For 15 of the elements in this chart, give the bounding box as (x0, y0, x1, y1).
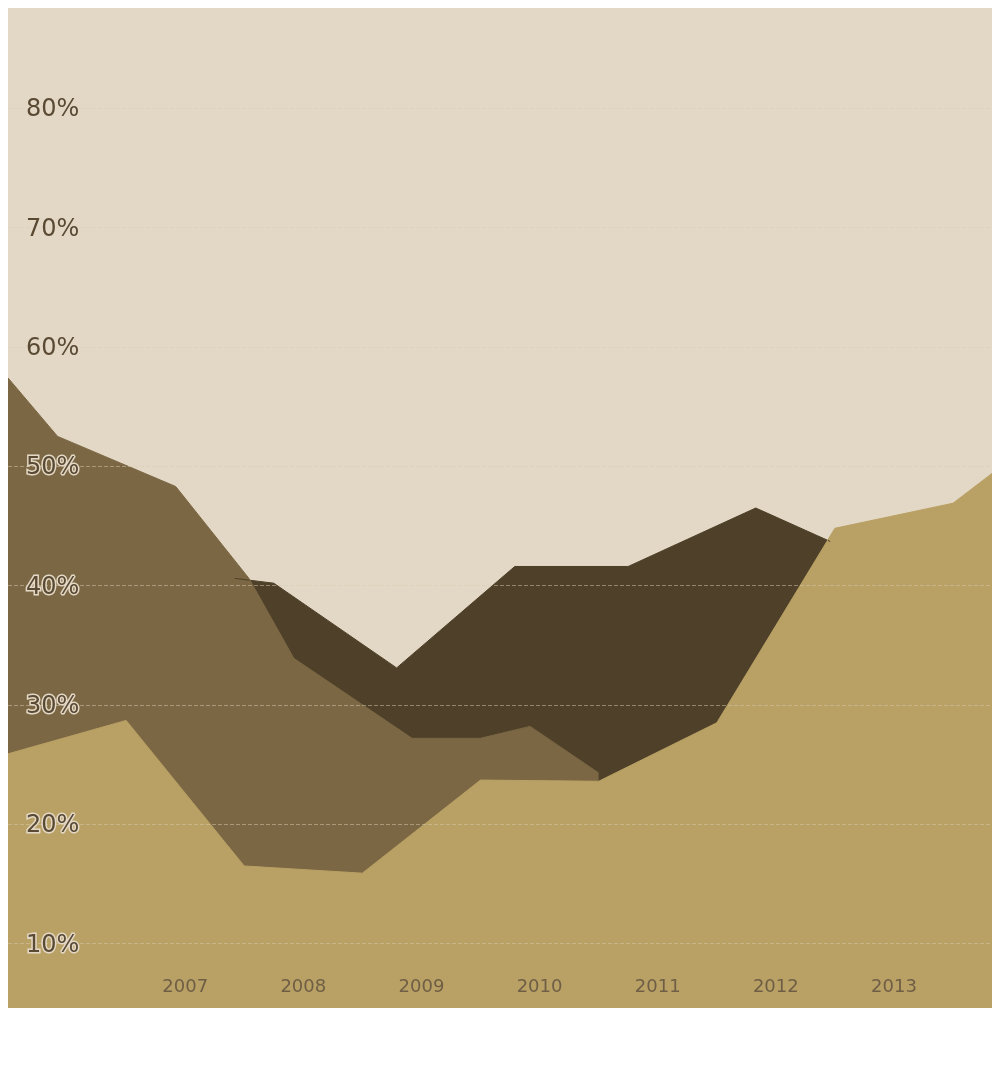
x-tick-label: 2009 (398, 974, 445, 996)
x-tick-label: 2013 (871, 974, 917, 996)
y-tick-label: 20% (26, 810, 80, 839)
y-tick-label: 70% (26, 213, 80, 242)
x-tick-label: 2008 (280, 974, 327, 996)
y-tick-label: 60% (26, 332, 80, 361)
y-tick-label: 40% (26, 571, 80, 600)
x-tick-label: 2007 (162, 974, 209, 996)
x-tick-label: 2012 (752, 974, 799, 996)
x-tick-label: 2010 (516, 974, 563, 996)
y-tick-label: 10% (26, 929, 80, 958)
y-tick-label: 50% (26, 452, 80, 481)
y-tick-label: 80% (26, 94, 80, 123)
x-tick-label: 2011 (634, 974, 681, 996)
y-tick-label: 30% (26, 690, 80, 719)
